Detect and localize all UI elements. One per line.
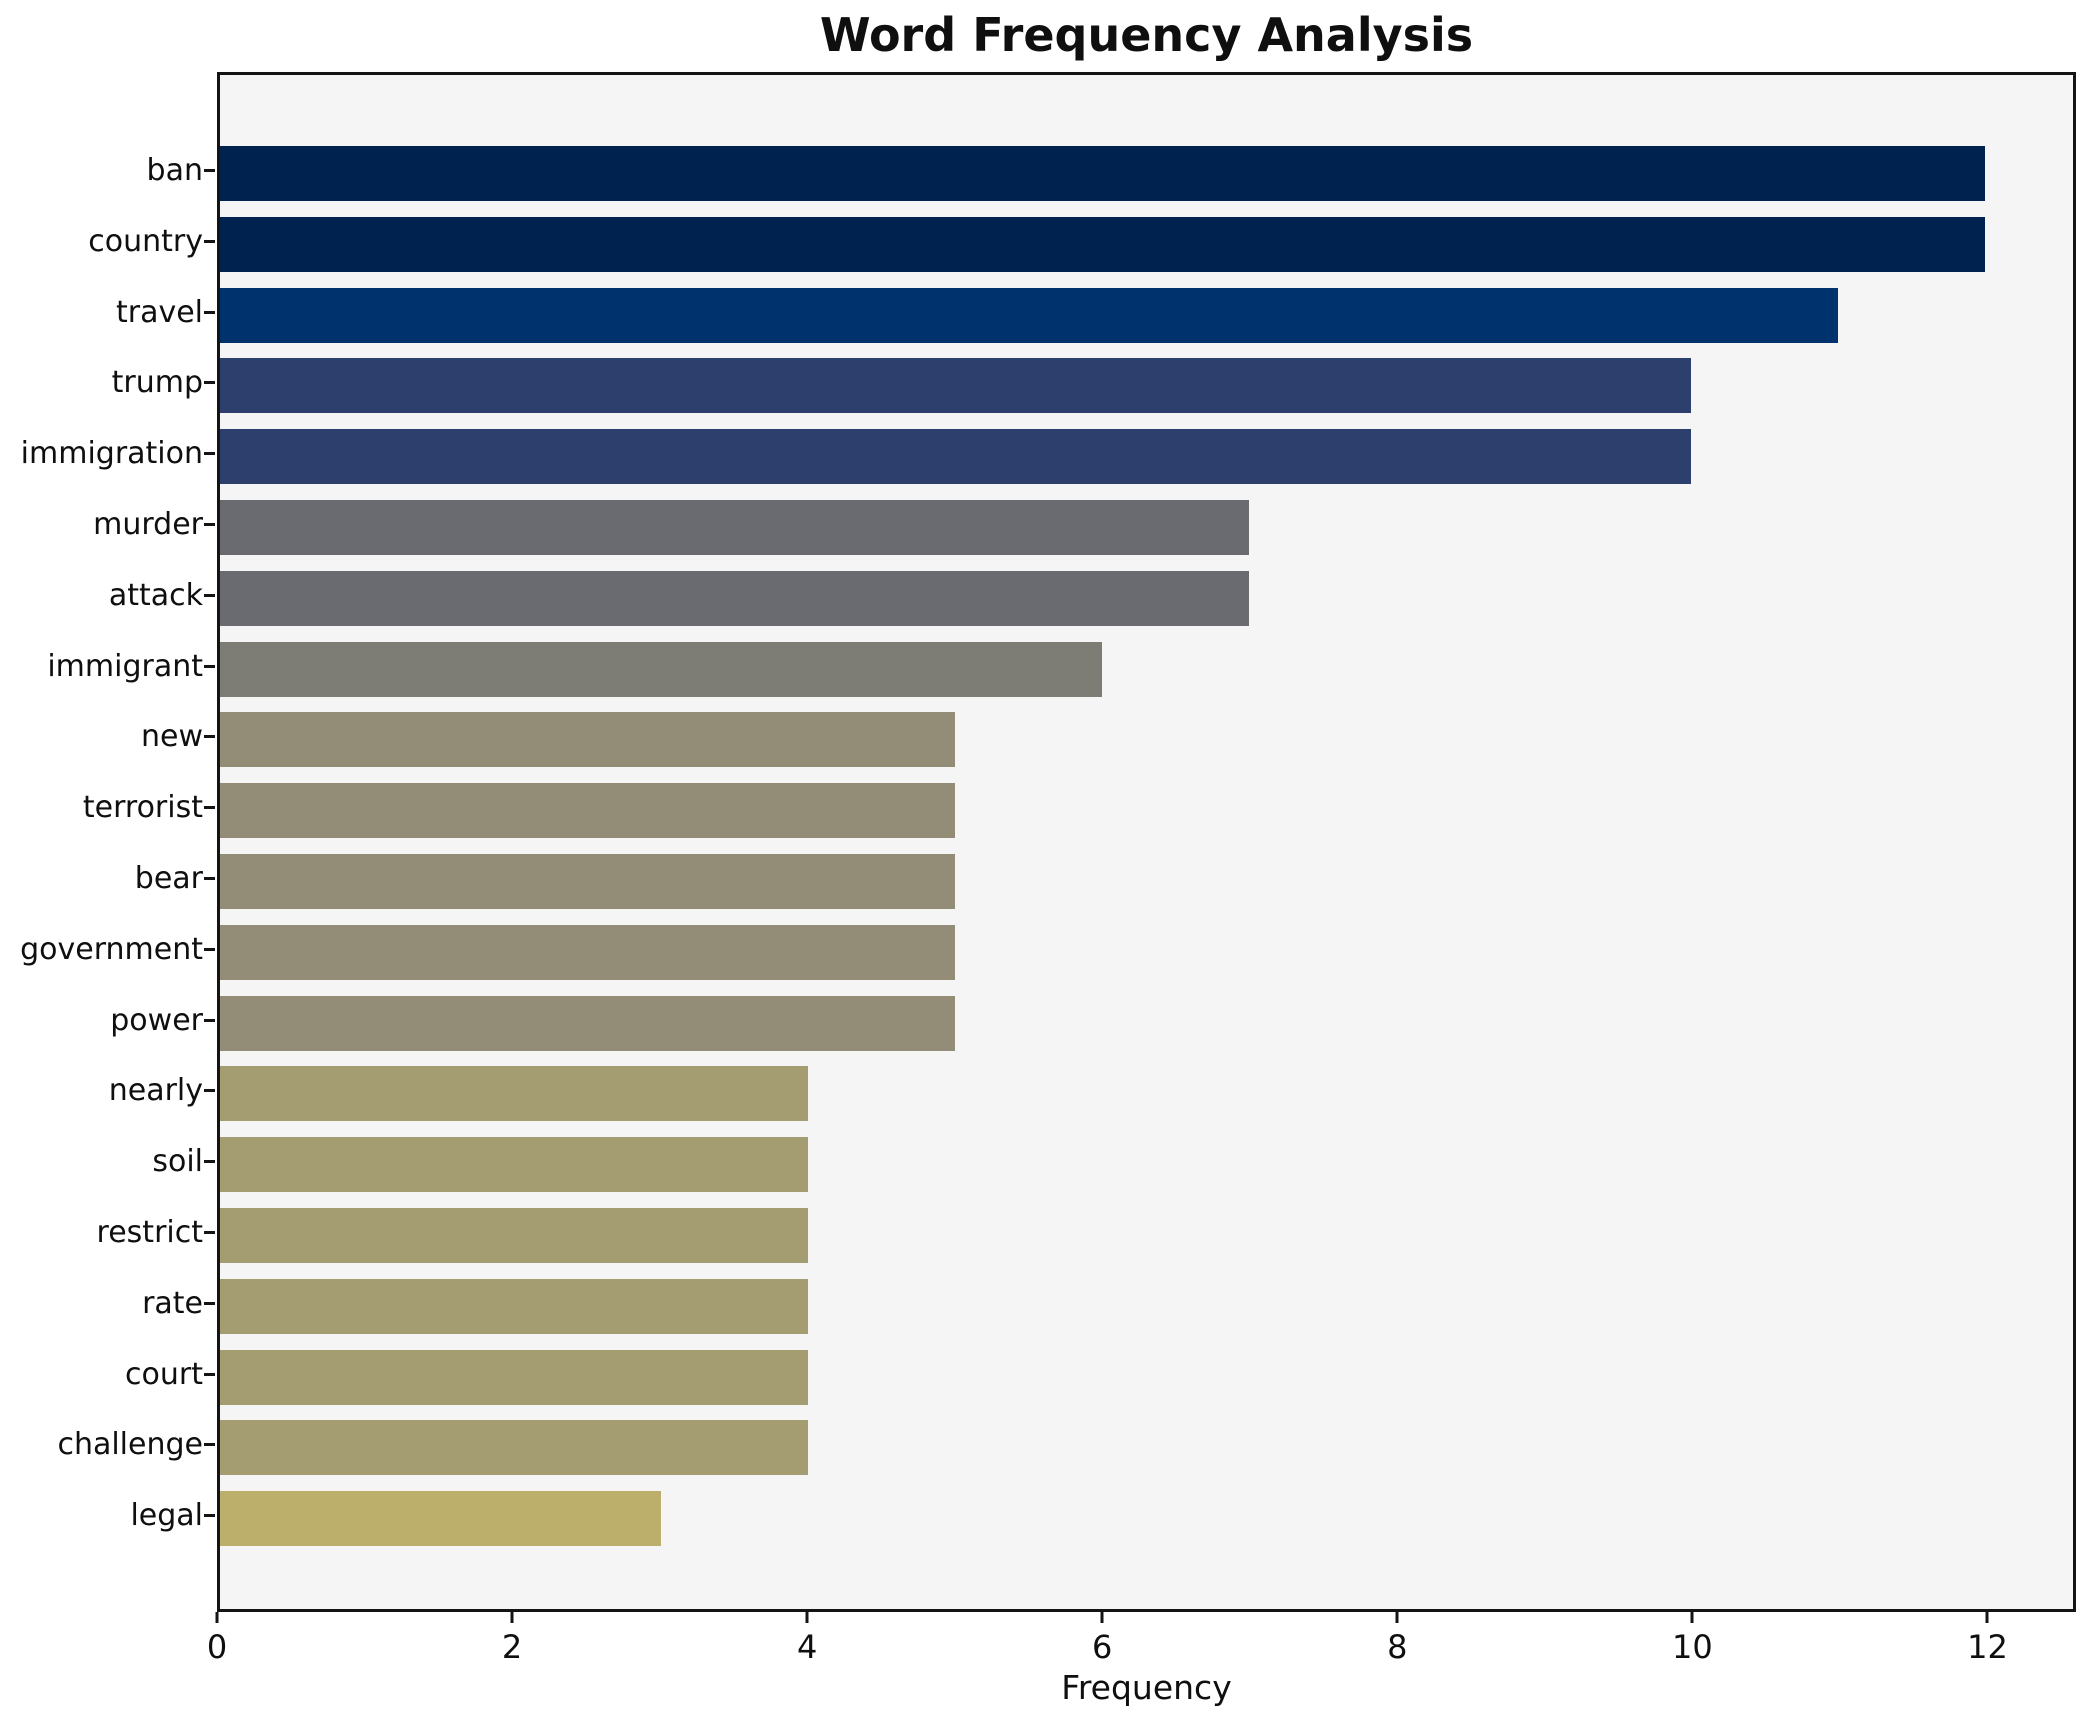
bar	[220, 1208, 809, 1263]
y-tick-label: court	[125, 1356, 203, 1392]
y-tick-mark	[204, 947, 215, 951]
y-tick-mark	[204, 1301, 215, 1305]
bar	[220, 216, 1985, 272]
x-tick-mark	[1985, 1612, 1989, 1623]
bar-row	[220, 1066, 2073, 1122]
y-tick-label: ban	[146, 153, 203, 188]
x-tick-mark	[1100, 1612, 1104, 1623]
x-tick-label: 4	[796, 1628, 818, 1666]
y-tick-label: restrict	[96, 1215, 203, 1250]
bar-row	[220, 287, 2073, 343]
bar-row	[220, 1278, 2073, 1334]
x-tick-label: 0	[206, 1628, 228, 1666]
bar-row	[220, 995, 2073, 1051]
bar	[220, 500, 1250, 555]
y-tick-label: terrorist	[82, 790, 203, 826]
bar-row	[220, 216, 2073, 272]
y-tick-mark	[204, 664, 215, 668]
bar	[220, 995, 956, 1051]
y-tick-label: challenge	[57, 1427, 203, 1463]
bar-row	[220, 1208, 2073, 1263]
x-axis-label: Frequency	[1061, 1668, 1232, 1707]
y-tick-label: rate	[142, 1285, 203, 1321]
bar-row	[220, 1491, 2073, 1547]
y-tick-mark	[204, 1089, 215, 1093]
y-tick-label: soil	[152, 1144, 203, 1180]
x-tick-label: 12	[1967, 1628, 2008, 1666]
x-tick-mark	[1690, 1612, 1694, 1623]
bar-row	[220, 146, 2073, 201]
x-tick-mark	[510, 1612, 514, 1623]
bar	[220, 570, 1250, 626]
y-tick-mark	[204, 877, 215, 880]
y-tick-mark	[204, 735, 215, 739]
y-tick-label: government	[20, 931, 203, 967]
y-tick-mark	[204, 1443, 215, 1447]
y-tick-mark	[204, 1231, 215, 1234]
y-tick-label: country	[88, 223, 203, 259]
y-tick-label: trump	[111, 365, 203, 401]
y-tick-mark	[204, 1372, 215, 1376]
bar-row	[220, 712, 2073, 768]
x-tick-mark	[1395, 1612, 1399, 1623]
bar	[220, 1491, 662, 1547]
y-tick-mark	[204, 381, 215, 385]
y-tick-label: murder	[93, 507, 203, 542]
bar-row	[220, 1420, 2073, 1476]
bar	[220, 146, 1985, 201]
y-tick-label: nearly	[108, 1073, 203, 1109]
bar-row	[220, 358, 2073, 414]
x-tick-label: 10	[1672, 1628, 1713, 1666]
bar	[220, 429, 1691, 485]
bar	[220, 1420, 809, 1476]
y-tick-mark	[204, 593, 215, 597]
bar-row	[220, 1349, 2073, 1405]
y-tick-mark	[204, 1018, 215, 1022]
bar	[220, 712, 956, 768]
x-tick-mark	[805, 1612, 809, 1623]
y-tick-mark	[204, 452, 215, 456]
y-tick-label: power	[110, 1002, 203, 1038]
x-tick-label: 8	[1387, 1628, 1408, 1666]
bar	[220, 641, 1103, 697]
bar	[220, 1278, 809, 1334]
y-tick-label: immigration	[20, 436, 203, 472]
bar-row	[220, 500, 2073, 555]
y-tick-mark	[204, 806, 215, 810]
y-tick-label: new	[140, 719, 203, 755]
bar-row	[220, 1137, 2073, 1193]
y-tick-mark	[204, 523, 215, 526]
y-tick-label: travel	[115, 294, 203, 330]
y-tick-label: bear	[134, 861, 203, 896]
y-tick-mark	[204, 1514, 215, 1518]
bar	[220, 924, 956, 980]
y-tick-label: legal	[130, 1498, 203, 1534]
y-tick-label: attack	[108, 577, 203, 613]
bar	[220, 854, 956, 909]
bar	[220, 783, 956, 839]
y-tick-mark	[204, 239, 215, 243]
plot-area	[217, 72, 2076, 1612]
bar-row	[220, 924, 2073, 980]
chart-title: Word Frequency Analysis	[819, 8, 1474, 62]
bar-row	[220, 783, 2073, 839]
bar-row	[220, 570, 2073, 626]
x-tick-label: 2	[501, 1628, 523, 1666]
bar	[220, 287, 1838, 343]
bar	[220, 358, 1691, 414]
x-tick-mark	[215, 1612, 219, 1623]
x-tick-label: 6	[1092, 1628, 1113, 1666]
y-tick-mark	[204, 310, 215, 314]
y-tick-mark	[204, 1160, 215, 1164]
bar	[220, 1349, 809, 1405]
y-tick-label: immigrant	[47, 648, 203, 684]
bar	[220, 1137, 809, 1193]
y-tick-mark	[204, 169, 215, 172]
bar-row	[220, 854, 2073, 909]
bar	[220, 1066, 809, 1122]
bar-row	[220, 429, 2073, 485]
bar-row	[220, 641, 2073, 697]
